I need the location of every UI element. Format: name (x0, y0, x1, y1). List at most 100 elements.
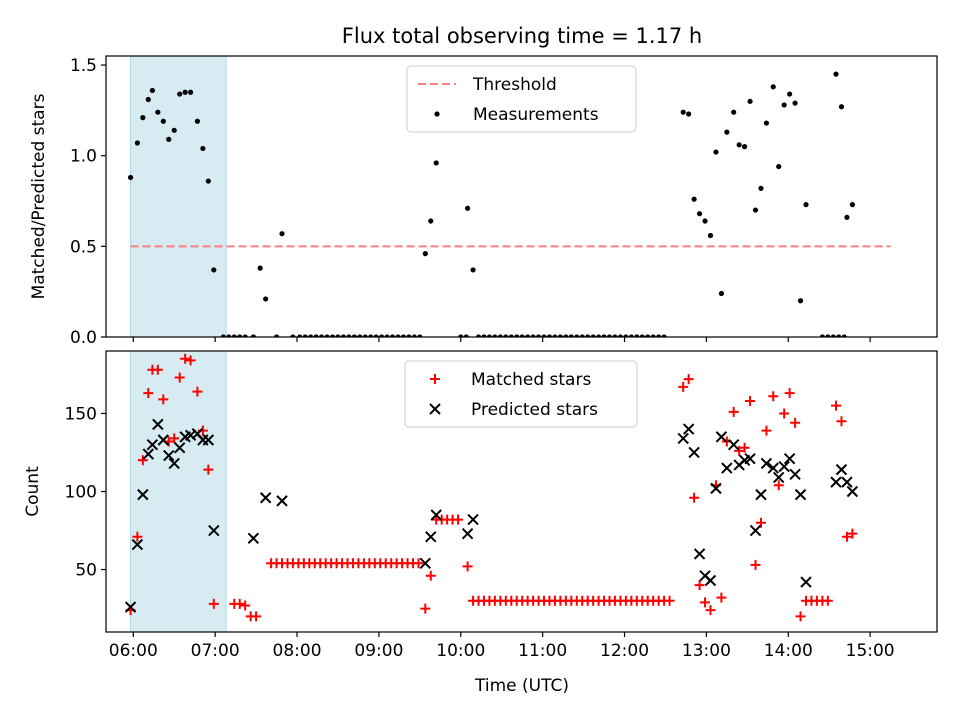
data-point (707, 232, 714, 239)
matched-star-point (773, 480, 784, 491)
data-point (781, 102, 787, 108)
data-point (770, 84, 776, 90)
data-point (623, 334, 629, 337)
predicted-star-point (721, 462, 733, 474)
data-point (308, 334, 314, 337)
data-point (639, 334, 645, 337)
predicted-star-point (137, 488, 149, 501)
data-point (177, 91, 183, 97)
matched-star-point (185, 355, 196, 366)
data-point (417, 334, 423, 337)
matched-star-point (795, 611, 806, 622)
data-point (362, 334, 368, 337)
predicted-star-point (682, 423, 695, 435)
matched-star-point (425, 570, 436, 581)
data-point (463, 334, 469, 337)
data-point (787, 91, 793, 97)
predicted-star-point (727, 438, 740, 451)
matched-star-point (251, 611, 262, 622)
legend-label: Measurements (473, 105, 599, 125)
matched-star-point (462, 561, 473, 572)
data-point (713, 149, 719, 155)
data-point (836, 334, 842, 337)
data-point (792, 100, 798, 106)
data-point (541, 334, 547, 337)
matched-star-point (784, 388, 795, 399)
legend-label: Threshold (472, 75, 557, 95)
data-point (612, 334, 618, 337)
legend-label: Matched stars (471, 370, 591, 390)
plot-area-top (127, 56, 891, 337)
predicted-star-point (704, 574, 717, 587)
y-axis-label: Count (23, 466, 43, 517)
x-axis-label: Time (UTC) (474, 676, 569, 696)
data-point (368, 334, 374, 337)
matched-star-point (413, 558, 424, 569)
matched-star-point (192, 386, 203, 397)
y-tick-label: 0.0 (70, 328, 97, 348)
data-point (160, 118, 166, 124)
matched-star-point (831, 400, 842, 411)
matched-star-point (716, 592, 727, 603)
data-point (844, 214, 850, 220)
x-tick-label: 14:00 (764, 641, 813, 661)
data-point (585, 334, 591, 337)
matched-star-point (132, 531, 143, 542)
predicted-star-point (755, 488, 767, 501)
data-point (140, 115, 146, 121)
data-point (475, 334, 482, 337)
matched-star-point (700, 597, 711, 608)
y-tick-label: 0.5 (70, 237, 97, 257)
matched-star-point (694, 580, 705, 591)
matched-star-point (734, 445, 745, 456)
y-tick-label: 1.5 (70, 56, 97, 76)
data-point (763, 120, 770, 126)
data-point (242, 334, 248, 337)
matched-star-point (822, 595, 833, 606)
data-point (758, 185, 764, 191)
predicted-star-point (173, 442, 186, 454)
data-point (155, 109, 161, 115)
matched-star-point (705, 605, 716, 616)
matched-star-point (240, 600, 251, 611)
matched-star-point (750, 559, 761, 570)
data-point (200, 145, 206, 152)
bottom-panel: 50 100 150 06:00 07:00 08:00 09:00 10:00 11:00 12… (23, 350, 938, 661)
predicted-star-point (830, 476, 842, 488)
predicted-star-point (744, 453, 756, 465)
data-point (171, 127, 177, 133)
predicted-star-point (794, 488, 807, 501)
data-point (650, 334, 656, 337)
predicted-star-point (693, 548, 706, 560)
chart-title: Flux total observing time = 1.17 h (342, 24, 702, 48)
data-point (508, 334, 514, 337)
data-point (833, 71, 839, 77)
data-point (433, 160, 439, 166)
data-point (134, 140, 140, 146)
legend-top: Threshold Measurements (406, 65, 637, 133)
predicted-star-point (163, 449, 175, 462)
matched-star-point (208, 598, 219, 609)
data-point (849, 202, 855, 208)
data-point (465, 205, 471, 211)
matched-star-point (841, 531, 852, 542)
data-point (145, 96, 151, 103)
matched-star-point (430, 374, 440, 384)
predicted-star-point (835, 463, 848, 476)
predicted-star-point (146, 438, 159, 451)
data-point (661, 334, 667, 337)
predicted-star-point (710, 482, 722, 495)
predicted-star-point (142, 448, 155, 460)
data-point (776, 163, 782, 170)
y-axis-label: Matched/Predicted stars (29, 93, 49, 299)
predicted-star-point (429, 403, 441, 415)
predicted-star-point (157, 434, 170, 446)
data-point (530, 334, 536, 337)
data-point (149, 87, 155, 94)
predicted-star-point (846, 485, 859, 498)
data-point (656, 334, 662, 337)
predicted-star-point (259, 492, 272, 504)
predicted-star-point (467, 513, 479, 526)
data-point (503, 334, 509, 337)
x-tick-label: 11:00 (518, 641, 567, 661)
